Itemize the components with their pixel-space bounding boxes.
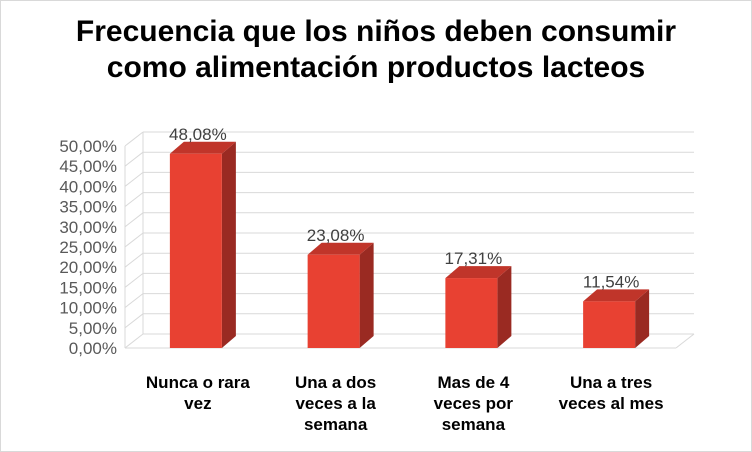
- chart-title-line-2: como alimentación productos lacteos: [106, 51, 646, 84]
- y-tick-label: 30,00%: [59, 218, 117, 237]
- gridline-depth: [124, 212, 144, 228]
- bar-top: [445, 266, 512, 279]
- x-category-label-line: veces a la: [295, 394, 376, 413]
- gridline-depth: [124, 252, 144, 268]
- x-category-label: Una a dos veces a la semana: [276, 372, 396, 435]
- x-category-label-line: Una a dos: [295, 373, 377, 392]
- y-tick-label: 5,00%: [69, 319, 117, 338]
- floor-right-edge: [675, 333, 695, 349]
- gridline-depth: [124, 273, 144, 288]
- y-tick-label: 10,00%: [59, 299, 117, 318]
- bar-side: [359, 242, 374, 348]
- x-category-label-line: semana: [303, 415, 368, 434]
- x-category-label-line: vez: [184, 394, 212, 413]
- chart-title-line-1: Frecuencia que los niños deben consumir: [75, 15, 677, 48]
- x-category-label: Una a tres veces al mes: [551, 372, 671, 414]
- chart-title: Frecuencia que los niños deben consumir …: [0, 14, 752, 86]
- bar-side: [635, 289, 650, 348]
- data-label: 11,54%: [583, 272, 639, 291]
- y-tick-label: 0,00%: [69, 339, 117, 358]
- y-tick-label: 25,00%: [59, 238, 117, 257]
- gridline-depth: [124, 313, 144, 329]
- y-tick-label: 20,00%: [59, 258, 117, 277]
- y-tick-label: 45,00%: [59, 157, 117, 176]
- y-tick-label: 40,00%: [59, 177, 117, 196]
- x-category-label-line: semana: [441, 415, 506, 434]
- x-category-label-line: veces por: [433, 394, 514, 413]
- y-tick-label: 50,00%: [59, 137, 117, 156]
- gridline-depth: [124, 151, 144, 167]
- gridline-depth: [124, 172, 144, 187]
- x-category-label-line: Una a tres: [570, 373, 653, 392]
- x-category-label-line: Mas de 4: [437, 373, 510, 392]
- gridline-depth: [124, 192, 144, 207]
- gridline-depth: [124, 293, 144, 308]
- y-tick-label: 35,00%: [59, 198, 117, 217]
- bar: [307, 254, 360, 348]
- x-category-label: Mas de 4 veces por semana: [413, 372, 533, 435]
- data-label: 48,08%: [169, 125, 227, 144]
- data-label: 23,08%: [307, 226, 365, 245]
- x-category-label-line: veces al mes: [558, 394, 664, 413]
- gridline-depth: [124, 333, 144, 349]
- bar-top: [583, 289, 650, 302]
- bar: [583, 301, 636, 348]
- gridline-depth: [124, 131, 144, 147]
- bar-top: [307, 242, 374, 255]
- x-category-label: Nunca o rara vez: [138, 372, 258, 414]
- bar: [169, 153, 222, 348]
- bar-side: [497, 266, 512, 348]
- bar-top: [169, 141, 236, 154]
- gridline-depth: [124, 232, 144, 248]
- x-category-label-line: Nunca o rara: [145, 373, 250, 392]
- bar: [445, 278, 498, 348]
- data-label: 17,31%: [445, 249, 503, 268]
- y-tick-label: 15,00%: [59, 278, 117, 297]
- bar-side: [221, 141, 236, 348]
